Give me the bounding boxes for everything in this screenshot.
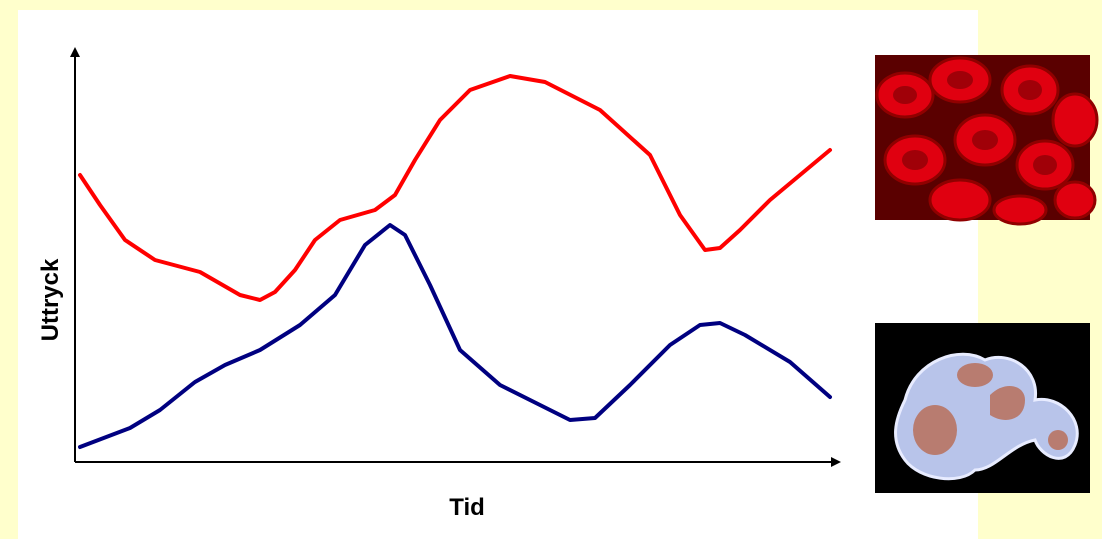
panel	[18, 10, 978, 539]
x-axis-label: Tid	[449, 494, 485, 521]
slide: Uttryck Tid	[0, 0, 1102, 539]
page: {"axes": {"y_label": "Uttryck", "x_label…	[0, 0, 1102, 539]
red-cells-image	[875, 55, 1097, 224]
white-cell-image	[875, 323, 1090, 493]
y-axis-label: Uttryck	[37, 258, 64, 341]
